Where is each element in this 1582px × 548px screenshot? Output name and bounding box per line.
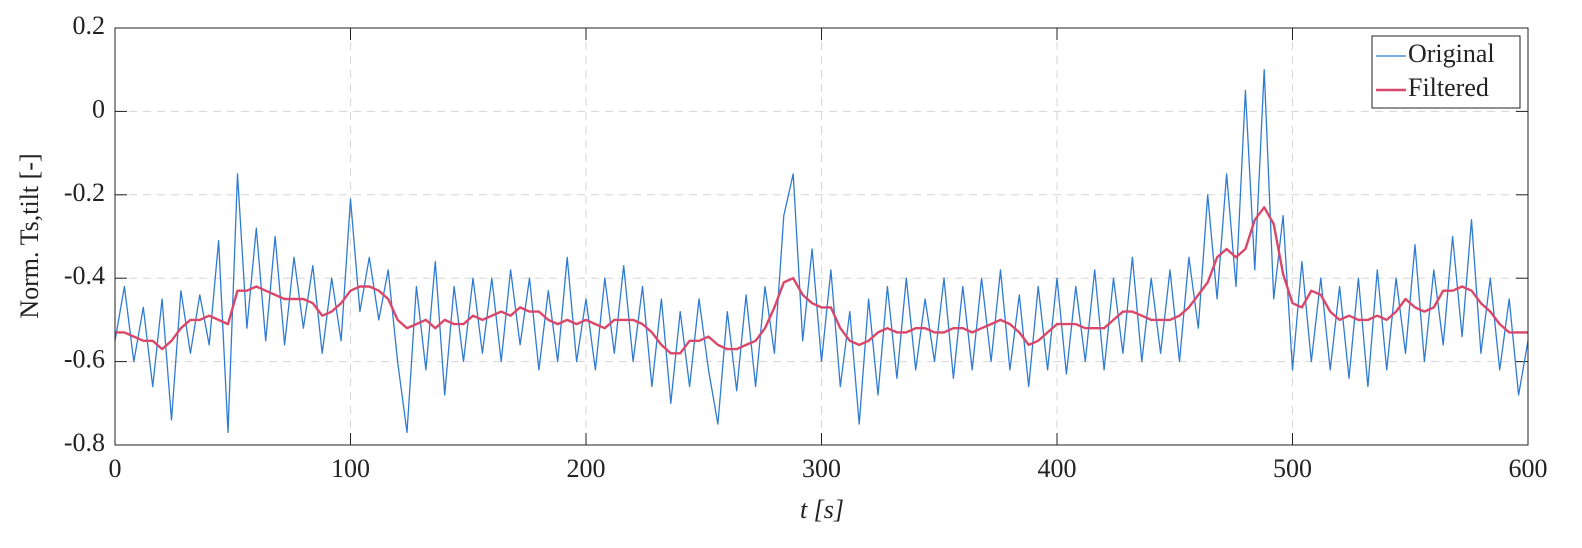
x-tick-label: 200 — [567, 454, 606, 483]
x-tick-label: 400 — [1038, 454, 1077, 483]
line-series — [114, 69, 1529, 434]
legend: Original Filtered — [1371, 35, 1521, 109]
legend-label: Filtered — [1408, 73, 1489, 102]
x-axis-label: t [s] — [800, 495, 844, 524]
y-tick-label: 0 — [92, 94, 105, 123]
y-tick-label: -0.8 — [64, 428, 105, 457]
x-tick-label: 0 — [109, 454, 122, 483]
y-tick-label: 0.2 — [73, 11, 106, 40]
legend-label: Original — [1408, 39, 1495, 68]
legend-box — [1371, 35, 1521, 109]
y-tick-label: -0.4 — [64, 261, 105, 290]
y-axis-label: Norm. Ts,tilt [-] — [15, 153, 44, 318]
x-tick-label: 600 — [1509, 454, 1548, 483]
x-tick-label: 100 — [331, 454, 370, 483]
y-tick-label: -0.2 — [64, 178, 105, 207]
x-tick-label: 300 — [802, 454, 841, 483]
y-tick-label: -0.6 — [64, 345, 105, 374]
x-tick-label: 500 — [1273, 454, 1312, 483]
line-series — [115, 206, 1528, 355]
plot-frame — [114, 27, 1529, 446]
